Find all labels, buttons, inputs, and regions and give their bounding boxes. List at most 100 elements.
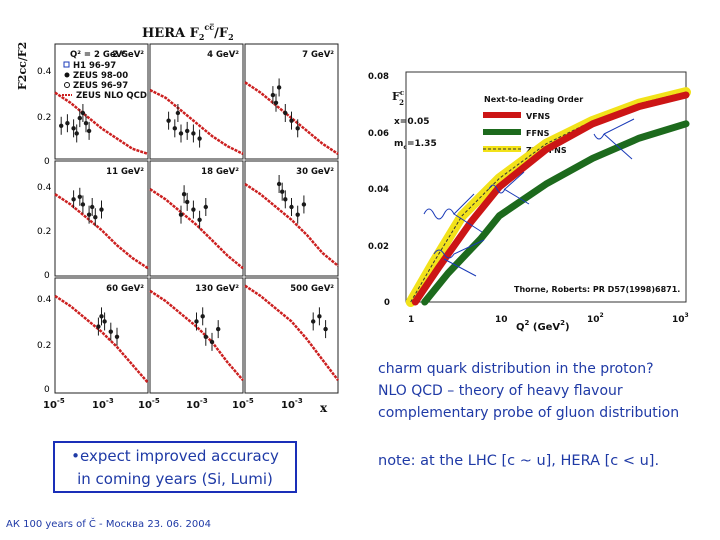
data-point: [295, 126, 300, 131]
data-point: [80, 202, 86, 207]
data-point: [185, 199, 190, 205]
data-point: [270, 92, 276, 98]
x-axis-label: x: [320, 401, 328, 415]
nlo-curve: [54, 193, 149, 270]
series-dash-zmvfns: [410, 91, 687, 303]
y-tick-label: 0: [384, 298, 390, 308]
data-point: [185, 128, 190, 134]
nlo-curve: [54, 91, 149, 156]
panel-frame: [54, 277, 149, 394]
panel: 11 GeV²: [54, 160, 149, 277]
data-point: [197, 217, 202, 222]
data-point: [301, 202, 307, 207]
data-point: [289, 118, 294, 123]
panel-frame: [149, 277, 244, 394]
data-point: [74, 131, 79, 136]
data-point: [200, 314, 205, 319]
data-point: [71, 197, 76, 202]
x-tick-label: 10-3: [186, 397, 208, 411]
gluon-diagram-4: [593, 118, 635, 160]
data-point: [209, 339, 215, 345]
data-point: [191, 207, 196, 212]
data-point: [216, 326, 221, 332]
panel: 60 GeV²: [54, 277, 149, 394]
series-line-vfns: [411, 91, 690, 306]
note: note: at the LHC [c ~ u], HERA [c < u].: [378, 450, 718, 472]
data-point: [93, 215, 98, 220]
x-tick-label: 102: [587, 312, 604, 325]
legend-vfns: VFNS: [526, 112, 550, 121]
data-point: [172, 126, 177, 131]
legend-zeus9800: ZEUS 98-00: [73, 71, 128, 81]
panel-frame: [54, 160, 149, 277]
caption-line-1: charm quark distribution in the proton?: [378, 361, 654, 377]
data-point: [203, 334, 208, 339]
caption: charm quark distribution in the proton? …: [378, 358, 718, 424]
data-point: [191, 131, 196, 136]
legend-swatch-vfns: [483, 112, 521, 118]
data-point: [311, 319, 316, 324]
caption-line-3: complementary probe of gluon distributio…: [378, 405, 680, 421]
y-tick-label: 0.2: [37, 341, 51, 351]
data-point: [80, 110, 86, 116]
nlo-curve: [149, 88, 244, 156]
y-tick-label: 0.2: [37, 113, 51, 123]
chart-title: HERA F2cc̅/F2: [142, 22, 234, 42]
right-legend: Next-to-leading Order VFNS FFNS ZM-VFNS: [483, 95, 583, 155]
legend-ffns: FFNS: [526, 129, 550, 138]
data-point: [77, 115, 83, 121]
panel-frame: [149, 160, 244, 277]
panel: 7 GeV²: [244, 43, 339, 160]
y-tick-labels: 0.4 0.2 0 0.4 0.2 0 0.4 0.2 0: [37, 67, 52, 395]
panel-label: 30 GeV²: [296, 167, 334, 177]
accuracy-line-1: •expect improved accuracy: [71, 447, 279, 465]
y-tick-label: 0.2: [37, 227, 51, 237]
y-tick-label: 0.4: [37, 295, 52, 305]
data-point: [166, 118, 171, 123]
data-point: [323, 326, 328, 332]
accuracy-box: •expect improved accuracy in coming year…: [53, 441, 297, 493]
y-tick-label: 0.02: [368, 242, 389, 252]
gluon-diagram-2: [433, 239, 485, 277]
data-point: [178, 131, 184, 136]
panel-label: 18 GeV²: [201, 167, 239, 177]
y-tick-label: 0: [44, 271, 50, 281]
panel-frame: [244, 43, 339, 160]
data-point: [102, 319, 107, 324]
nlo-curve: [149, 188, 244, 270]
panel-label: 130 GeV²: [195, 284, 239, 294]
legend-title: Next-to-leading Order: [484, 95, 583, 104]
feynman-diagrams: [423, 118, 635, 277]
nlo-curve: [54, 294, 149, 384]
right-x-value: x=0.05: [394, 117, 430, 127]
legend-h1: H1 96-97: [73, 61, 116, 71]
y-tick-label: 0: [44, 157, 50, 167]
panel-frame: [244, 277, 339, 394]
data-point: [197, 136, 202, 141]
right-x-label: Q2 (GeV2): [516, 319, 570, 333]
data-point: [99, 314, 104, 319]
data-point: [283, 197, 288, 202]
panel: 4 GeV²: [149, 43, 244, 160]
data-point: [114, 334, 120, 339]
data-point: [194, 319, 199, 324]
data-point: [71, 126, 76, 131]
panel: 2 GeV²: [54, 43, 149, 160]
x-tick-label: 10-5: [138, 397, 160, 411]
data-point: [276, 85, 282, 90]
data-point: [108, 329, 114, 334]
y-tick-label: 0.08: [368, 72, 389, 82]
x-tick-labels: 10-5 10-3 10-5 10-3 10-5 10-3: [43, 397, 303, 411]
data-point: [175, 110, 181, 116]
panel: 30 GeV²: [244, 160, 339, 277]
accuracy-line-2: in coming years (Si, Lumi): [77, 470, 273, 488]
data-point: [276, 181, 282, 187]
y-axis-label: F2cc/F2: [16, 42, 29, 90]
data-point: [90, 204, 95, 210]
right-mc-value: mc=1.35: [394, 139, 437, 151]
caption-line-2: NLO QCD – theory of heavy flavour: [378, 383, 623, 399]
note-text: note: at the LHC [c ~ u], HERA [c < u].: [378, 453, 660, 469]
x-tick-label: 10-5: [232, 397, 254, 411]
data-point: [295, 212, 300, 217]
data-point: [283, 110, 288, 116]
